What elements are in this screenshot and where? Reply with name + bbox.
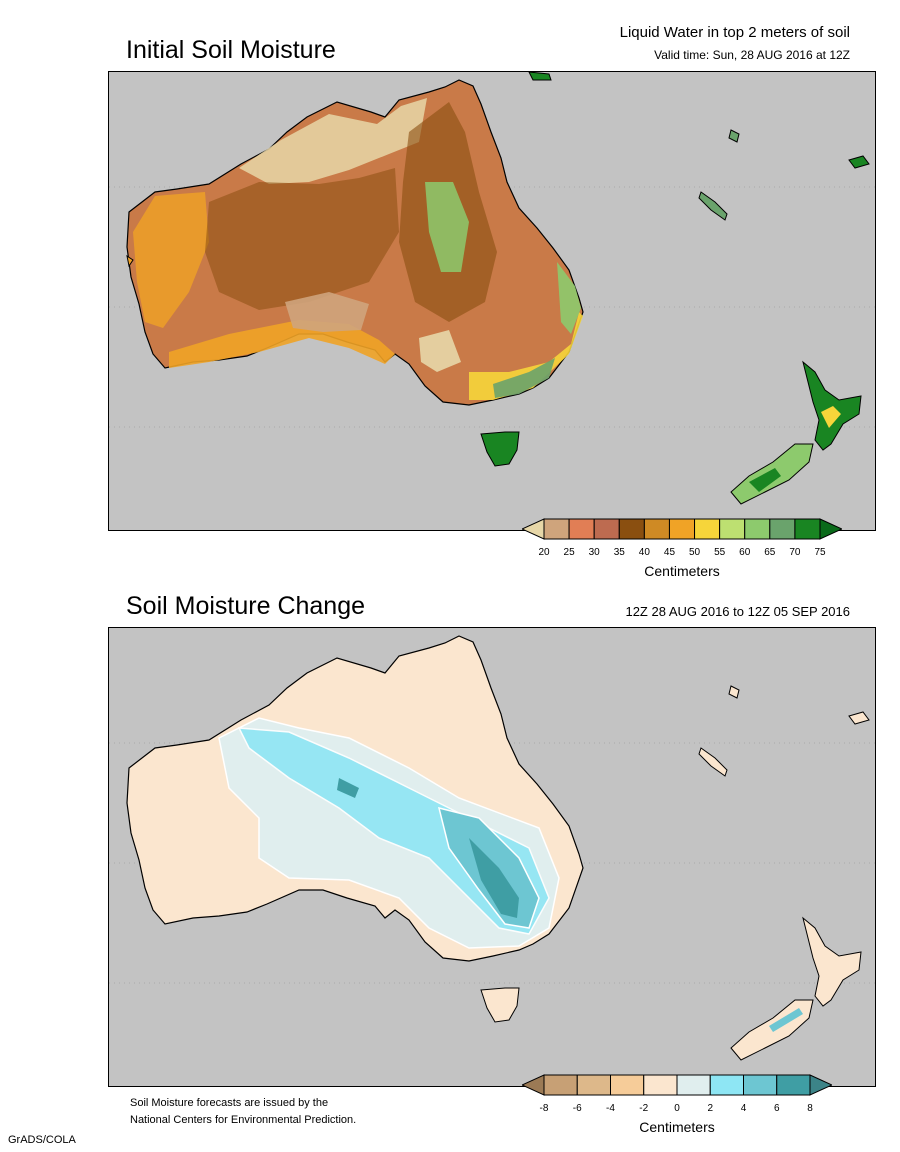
colorbar-box (618, 518, 645, 540)
colorbar-tick-label: 70 (789, 547, 801, 558)
colorbar-tick-label: -4 (606, 1103, 615, 1114)
interior-tan-patch (285, 292, 369, 332)
tasmania (480, 431, 520, 467)
chart-main-title: Liquid Water in top 2 meters of soil (619, 24, 850, 41)
new-caledonia (698, 191, 728, 221)
colorbar-tick-label: 65 (764, 547, 776, 558)
colorbar-box (776, 1074, 811, 1096)
grads-credit: GrADS/COLA (8, 1134, 76, 1146)
soil-moisture-change-map (108, 627, 876, 1087)
colorbar-tick-label: 75 (814, 547, 826, 558)
change-period: 12Z 28 AUG 2016 to 12Z 05 SEP 2016 (625, 604, 850, 619)
panel2-title: Soil Moisture Change (126, 592, 366, 620)
colorbar-box (543, 1074, 578, 1096)
colorbar-box (794, 518, 821, 540)
colorbar-low-cap (520, 518, 545, 540)
colorbar-box (719, 518, 746, 540)
new-caledonia-change (698, 747, 728, 777)
colorbar-box (743, 1074, 778, 1096)
east-coast-green (557, 262, 581, 334)
colorbar-box (643, 1074, 678, 1096)
tasmania-change (480, 987, 520, 1023)
colorbar-change-ticks: -8 -6 -4 -2 0 2 4 6 8 (522, 1103, 832, 1117)
central-brown-patch (205, 168, 399, 310)
colorbar-tick-label: 0 (674, 1103, 680, 1114)
colorbar-tick-label: 60 (739, 547, 751, 558)
colorbar-box (709, 1074, 744, 1096)
southeast-tan-patch (419, 330, 461, 372)
panel1-title: Initial Soil Moisture (126, 36, 336, 64)
nz-north-island-change (802, 916, 862, 1007)
colorbar-tick-label: 50 (688, 547, 701, 558)
colorbar-tick-label: 6 (773, 1103, 780, 1114)
colorbar-tick-label: 40 (638, 547, 650, 558)
footer-note-line2: National Centers for Environmental Predi… (130, 1114, 357, 1126)
colorbar-change (520, 1074, 834, 1096)
colorbar-box (593, 518, 620, 540)
nz-north-island (802, 360, 862, 451)
colorbar-box (610, 1074, 645, 1096)
colorbar-box (568, 518, 595, 540)
colorbar-box (668, 518, 696, 540)
initial-soil-moisture-map (108, 71, 876, 531)
colorbar-box (744, 518, 771, 540)
colorbar-box (694, 518, 721, 540)
colorbar-tick-label: -8 (539, 1103, 549, 1114)
colorbar-tick-label: 45 (663, 547, 676, 558)
colorbar-tick-label: 35 (613, 547, 625, 558)
footer-note-line1: Soil Moisture forecasts are issued by th… (130, 1097, 329, 1109)
colorbar-box (543, 518, 570, 540)
colorbar-tick-label: 4 (740, 1103, 747, 1114)
colorbar-box (676, 1074, 711, 1096)
change-positive-band (237, 727, 550, 935)
colorbar-box (769, 518, 796, 540)
colorbar-tick-label: 30 (588, 547, 600, 558)
colorbar-tick-label: 8 (807, 1103, 813, 1114)
south-east-green (493, 358, 555, 398)
colorbar-tick-label: 20 (538, 547, 550, 558)
colorbar-tick-label: -2 (639, 1103, 649, 1114)
colorbar-low-cap (520, 1074, 545, 1096)
colorbar-initial-ticks: 20 25 30 35 40 45 50 55 60 65 70 75 (522, 547, 842, 561)
valid-time: Valid time: Sun, 28 AUG 2016 at 12Z (654, 48, 850, 62)
south-coast-orange (169, 320, 395, 368)
south-east-yellow (469, 312, 583, 400)
colorbar-initial (520, 518, 844, 540)
colorbar-box (576, 1074, 611, 1096)
footer-note: Soil Moisture forecasts are issued by th… (130, 1095, 356, 1129)
colorbar-high-cap (809, 1074, 834, 1096)
colorbar-tick-label: 55 (714, 547, 726, 558)
colorbar-box (643, 518, 670, 540)
colorbar-tick-label: 25 (563, 547, 575, 558)
colorbar-tick-label: 2 (707, 1103, 714, 1114)
west-yellow-patch (133, 192, 209, 328)
colorbar-change-label: Centimeters (639, 1119, 715, 1135)
colorbar-initial-label: Centimeters (644, 563, 720, 579)
north-dry-patch (239, 98, 427, 184)
colorbar-high-cap (819, 518, 844, 540)
colorbar-tick-label: -6 (572, 1103, 582, 1114)
east-green-patch (425, 182, 469, 272)
